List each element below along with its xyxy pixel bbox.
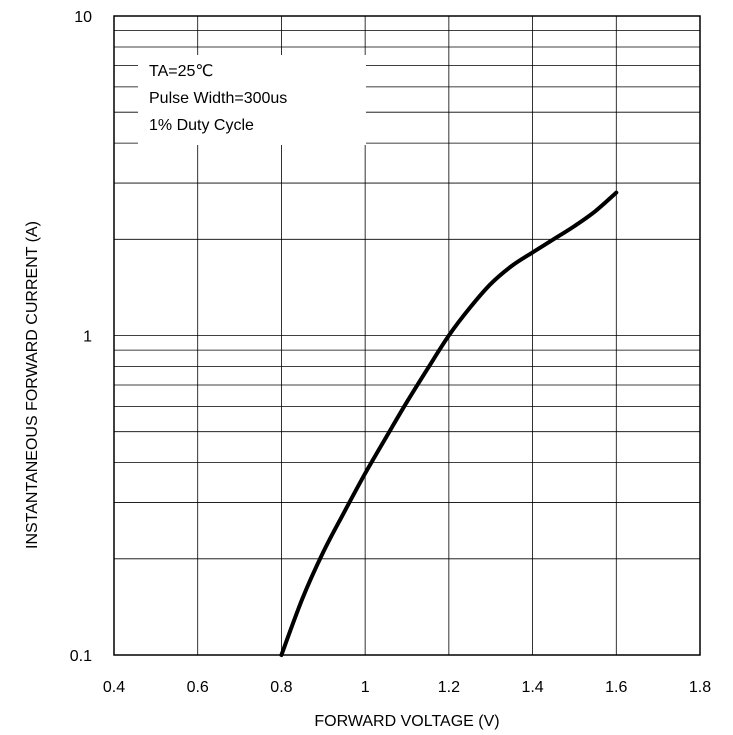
x-tick-label: 0.8 [270, 679, 292, 696]
x-axis-label: FORWARD VOLTAGE (V) [314, 713, 499, 730]
plot-frame [113, 15, 701, 656]
grid [113, 16, 701, 656]
y-tick-labels: 0.1 1 10 [70, 9, 92, 665]
annotation-pulse-width: Pulse Width=300us [149, 90, 287, 107]
x-tick-label: 0.6 [187, 679, 209, 696]
x-tick-label: 1.8 [689, 679, 711, 696]
series-line [279, 190, 619, 657]
x-tick-labels: 0.4 0.6 0.8 1 1.2 1.4 1.6 1.8 [103, 679, 711, 696]
y-axis-label: INSTANTANEOUS FORWARD CURRENT (A) [24, 221, 41, 549]
y-tick-label: 1 [83, 329, 92, 346]
series [279, 190, 619, 657]
annotation-temperature: TA=25℃ [149, 63, 213, 80]
annotation-background [138, 55, 366, 145]
x-tick-label: 0.4 [103, 679, 125, 696]
x-tick-label: 1.2 [438, 679, 460, 696]
y-tick-label: 0.1 [70, 648, 92, 665]
x-tick-label: 1 [361, 679, 370, 696]
annotation-duty-cycle: 1% Duty Cycle [149, 117, 254, 134]
x-tick-label: 1.6 [605, 679, 627, 696]
x-tick-label: 1.4 [521, 679, 543, 696]
annotation-box: TA=25℃ Pulse Width=300us 1% Duty Cycle [138, 55, 366, 145]
y-tick-label: 10 [74, 9, 92, 26]
